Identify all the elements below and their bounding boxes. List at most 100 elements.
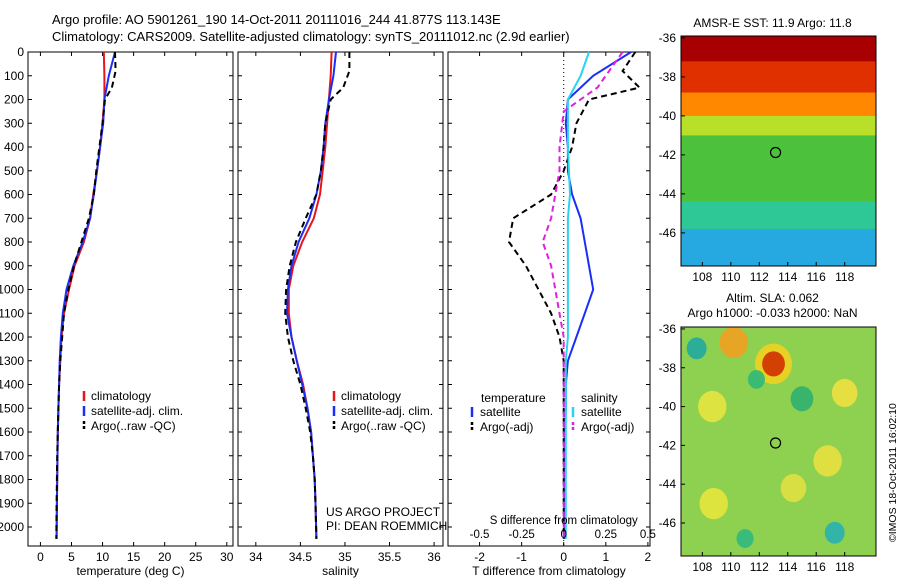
legend-label: climatology: [91, 389, 151, 403]
y-tick-label: 1400: [0, 378, 24, 392]
y-tick-label: 0: [17, 45, 24, 59]
y-tick-label: 1900: [0, 496, 24, 510]
y-tick-label: 300: [4, 116, 24, 130]
y-tick-label: 400: [4, 140, 24, 154]
sla-blob: [780, 473, 807, 503]
y-tick-label: 1000: [0, 283, 24, 297]
pi-label: PI: DEAN ROEMMICH: [326, 519, 447, 533]
lat-tick-label: -40: [659, 109, 677, 123]
sst-band: [681, 61, 876, 94]
lat-tick-label: -44: [659, 477, 677, 491]
plot-frame: [27, 51, 234, 547]
map-field: [681, 327, 876, 556]
x-axis-label: salinity: [322, 564, 359, 578]
legend-header-salinity: salinity: [581, 391, 618, 405]
x-axis-label: T difference from climatology: [472, 564, 626, 578]
sst-band: [681, 92, 876, 117]
sla-blob: [762, 351, 785, 377]
y-tick-label: 1600: [0, 425, 24, 439]
x-tick-label: -2: [474, 550, 485, 564]
x-tick-label: 36: [427, 550, 441, 564]
sla-blob: [698, 390, 727, 423]
x-tick-label: -1: [516, 550, 527, 564]
x-axis-label: temperature (deg C): [76, 564, 184, 578]
x-tick-label: 20: [158, 550, 172, 564]
series-line-argo: [507, 51, 642, 539]
lat-tick-label: -40: [659, 400, 677, 414]
lon-tick-label: 112: [750, 560, 769, 574]
x-tick-label: 5: [68, 550, 75, 564]
x-tick-label: 25: [189, 550, 203, 564]
lon-tick-label: 110: [721, 560, 740, 574]
top-tick-label: 0: [561, 529, 567, 541]
legend-label: Argo(..raw -QC): [91, 419, 176, 433]
header-line-2: Climatology: CARS2009. Satellite-adjuste…: [52, 29, 570, 44]
lat-tick-label: -42: [659, 438, 677, 452]
x-tick-label: 0: [37, 550, 44, 564]
y-tick-label: 1800: [0, 473, 24, 487]
lon-tick-label: 110: [721, 270, 740, 284]
x-tick-label: 34.5: [289, 550, 313, 564]
legend-label: climatology: [341, 389, 401, 403]
x-tick-label: 35.5: [378, 550, 402, 564]
project-label: US ARGO PROJECT: [326, 505, 441, 519]
top-tick-label: 0.5: [640, 529, 656, 541]
legend-label: satellite-adj. clim.: [341, 404, 433, 418]
y-tick-label: 1500: [0, 401, 24, 415]
y-tick-label: 200: [4, 93, 24, 107]
map-subtitle: Argo h1000: -0.033 h2000: NaN: [687, 306, 857, 320]
lon-tick-label: 114: [778, 270, 797, 284]
sla-blob: [790, 386, 814, 412]
profile-panel-3: -2 -1 0 1 2 T difference from climatology S di…: [447, 51, 656, 578]
lat-tick-label: -46: [659, 516, 677, 530]
map-frame: [680, 35, 877, 267]
x-tick-label: 35: [338, 550, 352, 564]
x-tick-label: 2: [645, 550, 652, 564]
sst-band: [681, 135, 876, 203]
x-tick-label: 0: [560, 550, 567, 564]
profile-panel-1: 0100200300400500600700800900100011001200…: [0, 45, 234, 578]
y-tick-label: 100: [4, 69, 24, 83]
lat-tick-label: -44: [659, 187, 677, 201]
plot-frame: [447, 51, 651, 547]
series-line-sal_satellite: [564, 51, 590, 539]
x-tick-label: 1: [602, 550, 609, 564]
lon-tick-label: 116: [807, 270, 826, 284]
series-line-argo: [55, 51, 117, 539]
lon-tick-label: 114: [778, 560, 797, 574]
x-tick-label: 15: [127, 550, 141, 564]
sst-band: [681, 228, 876, 266]
top-tick-label: 0.25: [595, 529, 617, 541]
lat-tick-label: -38: [659, 361, 677, 375]
y-tick-label: 1700: [0, 449, 24, 463]
top-tick-label: -0.5: [470, 529, 490, 541]
sst-band: [681, 115, 876, 137]
lat-tick-label: -42: [659, 148, 677, 162]
sla-blob: [824, 521, 845, 544]
y-tick-label: 700: [4, 211, 24, 225]
y-tick-label: 900: [4, 259, 24, 273]
sst-band: [681, 36, 876, 63]
lat-tick-label: -36: [659, 322, 677, 336]
lon-tick-label: 108: [692, 270, 712, 284]
map-field: [681, 36, 876, 266]
map-title: Altim. SLA: 0.062: [726, 291, 819, 305]
legend-label: satellite: [581, 405, 622, 419]
sst-band: [681, 201, 876, 230]
header-line-1: Argo profile: AO 5901261_190 14-Oct-2011…: [52, 12, 501, 27]
top-tick-label: -0.25: [509, 529, 535, 541]
legend-header-temperature: temperature: [481, 391, 546, 405]
legend-label: Argo(-adj): [581, 420, 634, 434]
x-tick-label: 34: [249, 550, 263, 564]
x-tick-label: 30: [220, 550, 234, 564]
sla-blob: [736, 529, 754, 548]
sla-map: -36 -38 -40 -42 -44 -46 108 110 112 114 116 118 Alti…: [659, 291, 877, 574]
legend-label: Argo(..raw -QC): [341, 419, 426, 433]
lat-tick-label: -36: [659, 31, 677, 45]
sla-blob: [831, 378, 858, 408]
lat-tick-label: -38: [659, 70, 677, 84]
argo-location-marker: [769, 437, 782, 449]
s-diff-label: S difference from climatology: [490, 515, 638, 527]
plot-frame: [237, 51, 444, 547]
